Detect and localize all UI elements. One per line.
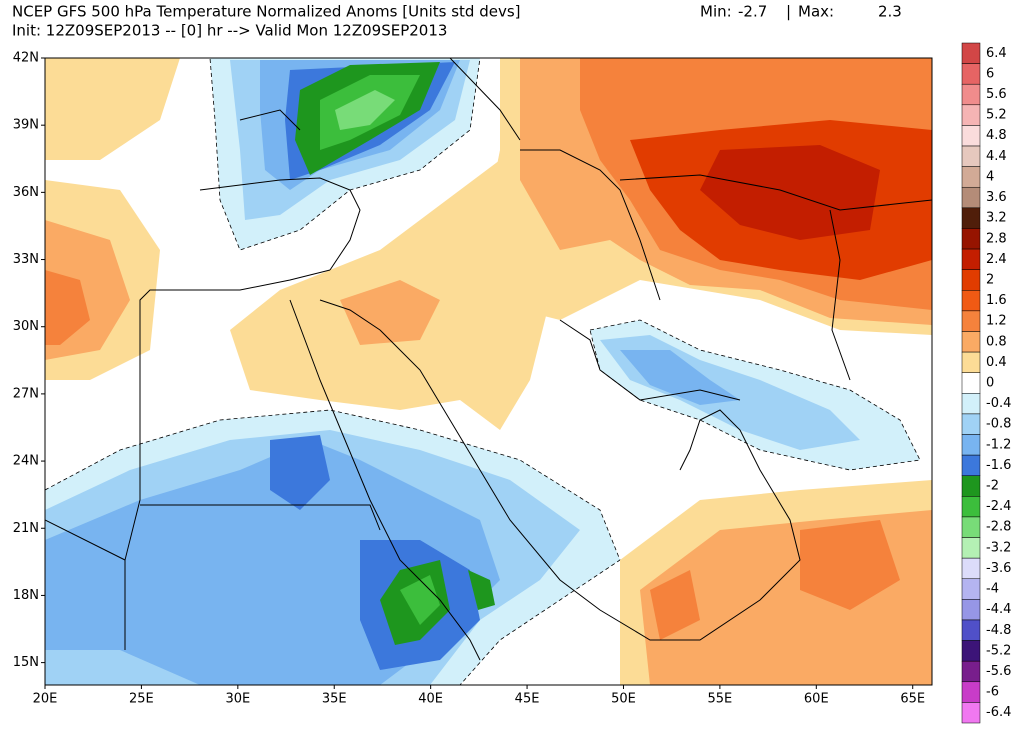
colorbar-label: 2 — [986, 272, 994, 287]
colorbar-label: 0.8 — [986, 334, 1007, 349]
colorbar-label: 2.4 — [986, 252, 1007, 267]
colorbar-label: -1.2 — [986, 437, 1011, 452]
colorbar-swatch — [961, 702, 981, 724]
lat-tick-label: 42N — [13, 51, 39, 66]
colorbar-label: -3.2 — [986, 540, 1011, 555]
colorbar-label: 5.6 — [986, 87, 1007, 102]
colorbar-label: -4 — [986, 582, 999, 597]
colorbar-label: -4.4 — [986, 602, 1011, 617]
colorbar-swatch — [961, 186, 981, 209]
max-value: 2.3 — [878, 3, 902, 21]
colorbar-label: 3.6 — [986, 190, 1007, 205]
lat-tick-label: 33N — [13, 252, 39, 267]
colorbar-label: -2.4 — [986, 499, 1011, 514]
colorbar-label: 4.8 — [986, 128, 1007, 143]
colorbar-swatch — [961, 310, 981, 332]
colorbar-swatch — [961, 63, 981, 85]
colorbar-label: 4.4 — [986, 149, 1007, 164]
title: NCEP GFS 500 hPa Temperature Normalized … — [12, 3, 521, 21]
min-value: -2.7 — [738, 3, 767, 21]
min-label: Min: — [700, 3, 732, 21]
colorbar-label: 5.2 — [986, 108, 1007, 123]
max-label: Max: — [798, 3, 834, 21]
colorbar-swatch — [961, 42, 981, 64]
lon-tick-label: 40E — [418, 692, 443, 707]
anomaly-field — [45, 58, 932, 685]
colorbar-swatch — [961, 372, 981, 394]
colorbar-swatch — [961, 413, 981, 435]
colorbar-swatch — [961, 331, 981, 353]
colorbar-swatch — [961, 619, 981, 641]
lon-tick-label: 45E — [515, 692, 540, 707]
colorbar-swatch — [961, 145, 981, 167]
colorbar-label: 0 — [986, 376, 994, 391]
colorbar-swatch — [961, 228, 981, 250]
colorbar-swatch — [961, 351, 981, 373]
colorbar-swatch — [961, 640, 981, 662]
colorbar-swatch — [961, 557, 981, 580]
lat-tick-label: 18N — [13, 588, 39, 603]
colorbar-swatch — [961, 290, 981, 312]
lat-tick-label: 24N — [13, 454, 39, 469]
lat-tick-label: 21N — [13, 521, 39, 536]
map-frame — [44, 57, 933, 686]
colorbar: 6.4 6 5.6 5.2 4.8 4.4 4 3.6 3.2 2.8 2.4 2 1.6 1.2 0.8 0… — [961, 42, 1011, 724]
colorbar-label: 6 — [986, 66, 994, 81]
colorbar-label: 1.6 — [986, 293, 1007, 308]
colorbar-swatch — [961, 434, 981, 456]
colorbar-label: -2.8 — [986, 520, 1011, 535]
lon-tick-label: 55E — [708, 692, 733, 707]
lat-tick-label: 27N — [13, 386, 39, 401]
colorbar-swatch — [961, 599, 981, 621]
colorbar-swatch — [961, 516, 981, 538]
lon-tick-label: 65E — [900, 692, 925, 707]
lat-tick-label: 30N — [13, 319, 39, 334]
colorbar-swatch — [961, 681, 981, 703]
colorbar-swatch — [961, 660, 981, 683]
colorbar-label: -0.8 — [986, 417, 1011, 432]
colorbar-label: -1.6 — [986, 458, 1011, 473]
lon-tick-label: 25E — [129, 692, 154, 707]
colorbar-label: -4.8 — [986, 623, 1011, 638]
lon-tick-label: 35E — [322, 692, 347, 707]
colorbar-swatch — [961, 207, 981, 229]
lon-tick-label: 60E — [804, 692, 829, 707]
colorbar-swatch — [961, 578, 981, 600]
colorbar-label: -0.4 — [986, 396, 1011, 411]
colorbar-label: 3.2 — [986, 211, 1007, 226]
colorbar-label: 4 — [986, 169, 994, 184]
colorbar-label: -2 — [986, 479, 999, 494]
colorbar-swatch — [961, 537, 981, 559]
lat-tick-label: 39N — [13, 118, 39, 133]
colorbar-label: 6.4 — [986, 46, 1007, 61]
colorbar-swatch — [961, 166, 981, 188]
colorbar-label: -5.2 — [986, 643, 1011, 658]
colorbar-swatch — [961, 269, 981, 291]
colorbar-swatch — [961, 248, 981, 270]
colorbar-swatch — [961, 454, 981, 476]
separator: | — [786, 3, 791, 21]
colorbar-label: 0.4 — [986, 355, 1007, 370]
lat-tick-label: 36N — [13, 185, 39, 200]
lon-tick-label: 50E — [611, 692, 636, 707]
axes: 20E 25E 30E 35E 40E 45E 50E 55E 60E 65E 42N 39N 36N 3… — [13, 51, 925, 707]
colorbar-swatch — [961, 104, 981, 126]
colorbar-label: -6.4 — [986, 705, 1011, 720]
colorbar-label: -6 — [986, 685, 999, 700]
colorbar-swatch — [961, 475, 981, 497]
lat-tick-label: 15N — [13, 655, 39, 670]
colorbar-label: -5.6 — [986, 664, 1011, 679]
colorbar-swatch — [961, 125, 981, 147]
colorbar-label: -3.6 — [986, 561, 1011, 576]
colorbar-swatch — [961, 83, 981, 106]
colorbar-swatch — [961, 496, 981, 518]
lon-tick-label: 20E — [33, 692, 58, 707]
subtitle: Init: 12Z09SEP2013 -- [0] hr --> Valid M… — [12, 22, 447, 40]
lon-tick-label: 30E — [225, 692, 250, 707]
colorbar-label: 2.8 — [986, 231, 1007, 246]
colorbar-label: 1.2 — [986, 314, 1007, 329]
colorbar-swatch — [961, 393, 981, 415]
